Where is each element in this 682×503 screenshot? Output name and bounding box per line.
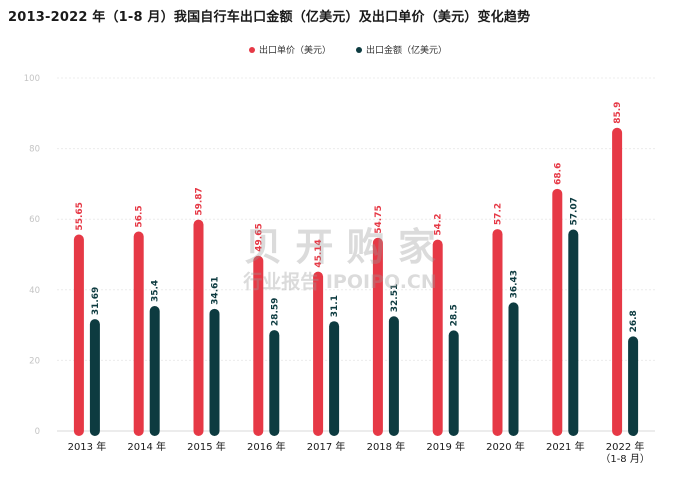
bar: [628, 336, 639, 437]
legend-label: 出口金额（亿美元）: [366, 44, 447, 56]
y-tick-label: 100: [24, 74, 40, 84]
bar: [253, 255, 264, 437]
data-label: 85.9: [613, 102, 623, 124]
data-label: 56.5: [135, 205, 145, 227]
legend-label: 出口单价（美元）: [259, 44, 331, 56]
legend-marker: [356, 47, 362, 53]
data-label: 28.59: [270, 298, 280, 326]
bar: [372, 237, 383, 437]
data-label: 31.69: [91, 287, 101, 315]
data-label: 32.51: [390, 284, 400, 312]
data-label: 35.4: [151, 280, 161, 302]
data-label: 54.75: [374, 205, 384, 233]
x-tick-label: 2015 年: [187, 440, 226, 453]
x-tick-label: 2013 年: [68, 440, 107, 453]
watermark-logo: 贝 开 购 家: [244, 225, 436, 269]
bar: [209, 308, 220, 437]
bar: [568, 229, 579, 437]
y-tick-label: 40: [29, 286, 40, 296]
bar: [388, 316, 399, 437]
x-tick-label: 2014 年: [127, 440, 166, 453]
data-label: 45.14: [314, 239, 324, 267]
bar: [329, 321, 340, 437]
bar: [313, 271, 324, 437]
chart-title: 2013-2022 年（1-8 月）我国自行车出口金额（亿美元）及出口单价（美元…: [8, 10, 531, 25]
bar: [193, 219, 204, 437]
x-tick-label: 2017 年: [307, 440, 346, 453]
x-tick-label: 2020 年: [486, 440, 525, 453]
x-tick-label: 2016 年: [247, 440, 286, 453]
x-tick-label: 2021 年: [546, 440, 585, 453]
bar: [133, 231, 144, 437]
x-tick-label: （1-8 月）: [600, 453, 650, 465]
bar: [269, 330, 280, 437]
data-label: 55.65: [75, 202, 85, 230]
bar: [149, 306, 160, 437]
data-label: 31.1: [330, 295, 340, 317]
data-label: 68.6: [553, 163, 563, 185]
bar: [492, 229, 503, 437]
bar: [89, 319, 100, 437]
x-tick-label: 2018 年: [367, 440, 406, 453]
y-tick-label: 20: [29, 356, 40, 366]
y-tick-label: 60: [29, 215, 40, 225]
data-label: 57.2: [494, 203, 504, 225]
data-label: 49.65: [254, 223, 264, 251]
data-label: 59.87: [195, 187, 205, 215]
legend-marker: [249, 47, 255, 53]
watermark-text: 行业报告 IPOIPO.CN: [242, 270, 437, 293]
bar: [552, 188, 563, 437]
bar: [432, 239, 443, 437]
bar: [508, 302, 519, 437]
bar: [73, 234, 84, 437]
x-tick-label: 2022 年: [606, 440, 645, 453]
data-label: 36.43: [510, 270, 520, 298]
bar: [612, 127, 623, 437]
data-label: 28.5: [450, 304, 460, 326]
data-label: 26.8: [629, 310, 639, 332]
x-tick-label: 2019 年: [426, 440, 465, 453]
data-label: 54.2: [434, 213, 444, 235]
y-tick-label: 0: [35, 427, 40, 437]
data-label: 34.61: [211, 276, 221, 304]
y-tick-label: 80: [29, 145, 40, 155]
data-label: 57.07: [569, 197, 579, 225]
bar: [448, 330, 459, 437]
